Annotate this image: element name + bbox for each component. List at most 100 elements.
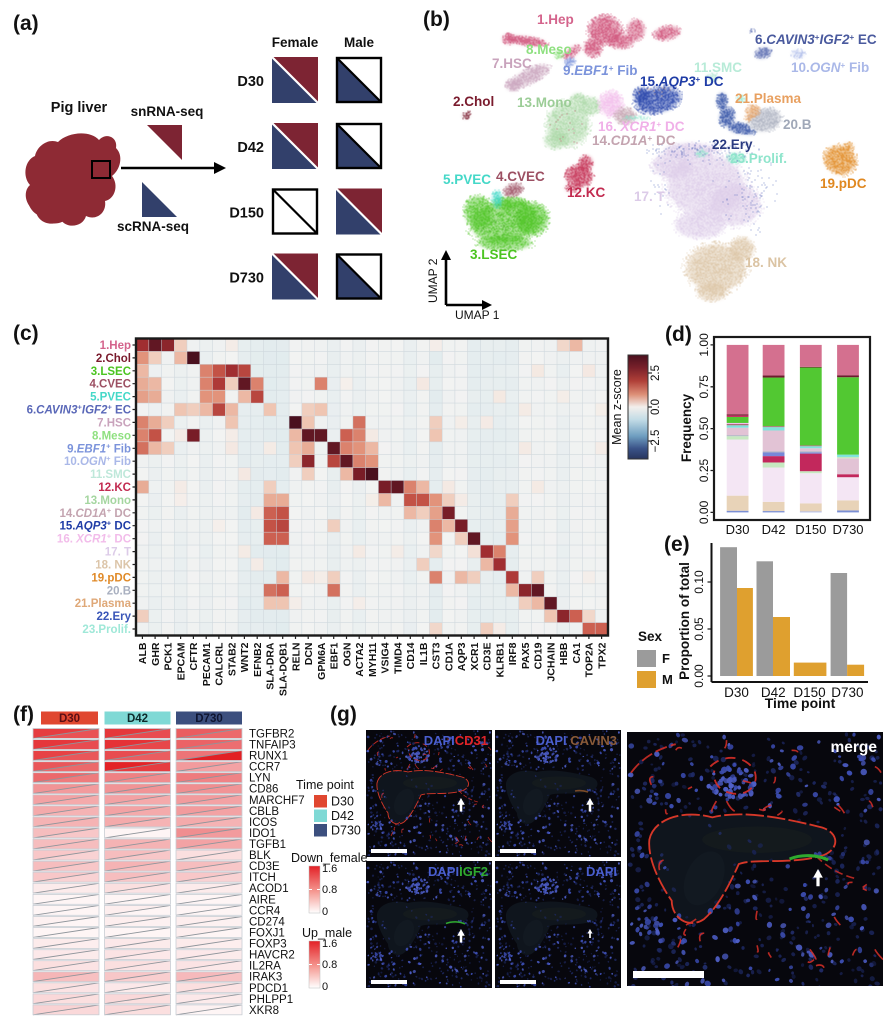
- svg-text:D730: D730: [832, 522, 863, 537]
- svg-text:MARCHF7: MARCHF7: [249, 795, 305, 807]
- svg-text:11.SMC: 11.SMC: [90, 469, 131, 481]
- svg-text:D30: D30: [237, 74, 264, 90]
- svg-text:XKR8: XKR8: [249, 1005, 279, 1017]
- svg-text:PCK1: PCK1: [163, 642, 175, 670]
- svg-text:1.Hep: 1.Hep: [100, 340, 131, 352]
- svg-text:14.CD1A+ DC: 14.CD1A+ DC: [59, 505, 131, 520]
- svg-text:(e): (e): [664, 533, 690, 556]
- svg-text:IL1B: IL1B: [418, 642, 430, 665]
- svg-text:16. XCR1+ DC: 16. XCR1+ DC: [598, 119, 685, 134]
- svg-text:TOP2A: TOP2A: [584, 642, 596, 677]
- svg-text:D42: D42: [761, 685, 786, 700]
- svg-text:21.Plasma: 21.Plasma: [75, 598, 132, 610]
- svg-text:PHLPP1: PHLPP1: [249, 994, 293, 1006]
- svg-text:EBF1: EBF1: [329, 642, 341, 669]
- svg-text:RELN: RELN: [290, 643, 302, 672]
- svg-text:0: 0: [322, 906, 328, 918]
- svg-text:20.B: 20.B: [107, 585, 131, 597]
- svg-text:D730: D730: [195, 713, 223, 725]
- svg-text:0.0: 0.0: [650, 399, 662, 415]
- svg-text:9.EBF1+ Fib: 9.EBF1+ Fib: [67, 441, 131, 456]
- svg-text:0.10: 0.10: [692, 570, 706, 594]
- svg-text:0.75: 0.75: [697, 375, 711, 399]
- svg-text:DCN: DCN: [303, 643, 315, 666]
- svg-text:CD86: CD86: [249, 784, 278, 796]
- svg-text:21.Plasma: 21.Plasma: [735, 91, 802, 106]
- svg-text:3.LSEC: 3.LSEC: [470, 247, 518, 262]
- svg-text:18. NK: 18. NK: [95, 560, 131, 572]
- svg-text:0: 0: [322, 981, 328, 993]
- svg-text:0.05: 0.05: [692, 617, 706, 641]
- svg-text:15.AQP3+ DC: 15.AQP3+ DC: [640, 74, 724, 89]
- svg-text:19.pDC: 19.pDC: [91, 572, 131, 584]
- svg-text:8.Meso: 8.Meso: [526, 42, 572, 57]
- svg-text:ALB: ALB: [137, 642, 149, 664]
- svg-text:VSIG4: VSIG4: [380, 642, 392, 673]
- svg-text:HAVCR2: HAVCR2: [249, 950, 295, 962]
- svg-text:F: F: [662, 651, 670, 666]
- svg-text:JCHAIN: JCHAIN: [545, 643, 557, 682]
- svg-text:13.Mono: 13.Mono: [517, 95, 572, 110]
- svg-text:4.CVEC: 4.CVEC: [496, 169, 545, 184]
- svg-text:19.pDC: 19.pDC: [820, 176, 867, 191]
- svg-text:D42: D42: [331, 809, 354, 823]
- svg-text:HBB: HBB: [558, 642, 570, 665]
- svg-text:UMAP 2: UMAP 2: [426, 258, 440, 303]
- svg-text:CD1A: CD1A: [443, 642, 455, 671]
- svg-text:10.OGN+ Fib: 10.OGN+ Fib: [64, 454, 131, 469]
- svg-text:CD19: CD19: [533, 642, 545, 669]
- svg-text:1.6: 1.6: [322, 938, 337, 950]
- svg-text:D730: D730: [229, 271, 264, 287]
- svg-text:OGN: OGN: [341, 643, 353, 667]
- svg-text:ACOD1: ACOD1: [249, 883, 289, 895]
- svg-text:2.Chol: 2.Chol: [96, 353, 131, 365]
- svg-text:D42: D42: [762, 522, 786, 537]
- svg-text:RUNX1: RUNX1: [249, 751, 288, 763]
- svg-text:20.B: 20.B: [783, 117, 812, 132]
- svg-text:snRNA-seq: snRNA-seq: [131, 104, 204, 119]
- svg-text:CD3E: CD3E: [482, 643, 494, 671]
- svg-text:Down_female: Down_female: [291, 851, 367, 865]
- svg-text:WNT2: WNT2: [239, 642, 251, 672]
- svg-text:16. XCR1+ DC: 16. XCR1+ DC: [57, 531, 131, 546]
- svg-text:10.OGN+ Fib: 10.OGN+ Fib: [791, 60, 869, 75]
- svg-text:PAX5: PAX5: [520, 642, 532, 669]
- svg-text:DAPI CAVIN3: DAPI CAVIN3: [536, 733, 617, 748]
- svg-text:17. T: 17. T: [634, 189, 666, 204]
- svg-text:PDCD1: PDCD1: [249, 983, 288, 995]
- svg-text:CA1: CA1: [571, 642, 583, 663]
- svg-text:3.LSEC: 3.LSEC: [91, 366, 131, 378]
- svg-text:1.00: 1.00: [697, 333, 711, 357]
- svg-text:11.SMC: 11.SMC: [694, 60, 742, 75]
- svg-text:CST3: CST3: [431, 642, 443, 669]
- svg-text:M: M: [662, 672, 673, 687]
- svg-text:0.00: 0.00: [692, 664, 706, 688]
- svg-text:15.AQP3+ DC: 15.AQP3+ DC: [59, 518, 131, 533]
- svg-text:CD14: CD14: [405, 642, 417, 669]
- svg-text:GHR: GHR: [150, 642, 162, 666]
- svg-text:Mean z-score: Mean z-score: [610, 369, 624, 445]
- svg-text:0.00: 0.00: [697, 500, 711, 524]
- svg-text:DAPICD31: DAPICD31: [424, 733, 488, 748]
- svg-text:LYN: LYN: [249, 773, 271, 785]
- svg-text:UMAP 1: UMAP 1: [455, 308, 500, 322]
- svg-text:DAPIIGF2: DAPIIGF2: [428, 864, 488, 879]
- svg-text:CBLB: CBLB: [249, 806, 279, 818]
- svg-text:D150: D150: [229, 206, 264, 222]
- svg-text:D730: D730: [831, 685, 863, 700]
- svg-text:0.25: 0.25: [697, 458, 711, 482]
- svg-text:STAB2: STAB2: [227, 642, 239, 676]
- svg-text:D150: D150: [793, 685, 825, 700]
- svg-text:TIMD4: TIMD4: [392, 642, 404, 674]
- svg-text:CCR7: CCR7: [249, 762, 280, 774]
- svg-text:0.8: 0.8: [322, 959, 337, 971]
- svg-text:CD3E: CD3E: [249, 861, 280, 873]
- svg-text:1.Hep: 1.Hep: [537, 12, 574, 27]
- svg-text:D42: D42: [127, 713, 148, 725]
- svg-text:23.Prolif.: 23.Prolif.: [82, 624, 131, 636]
- svg-text:Frequency: Frequency: [679, 393, 694, 462]
- svg-text:SLA-DRA: SLA-DRA: [265, 642, 277, 690]
- svg-text:Male: Male: [344, 35, 375, 50]
- svg-text:(g): (g): [330, 703, 357, 726]
- svg-text:22.Ery: 22.Ery: [712, 137, 753, 152]
